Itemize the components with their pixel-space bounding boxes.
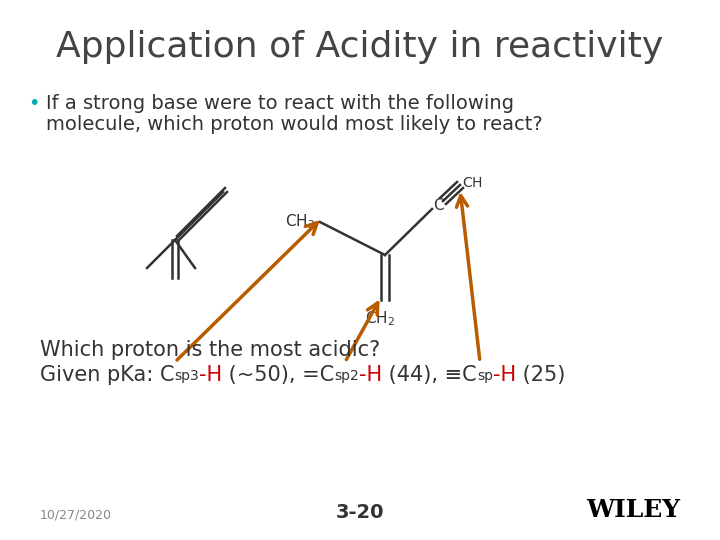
Text: C: C xyxy=(160,365,174,385)
Text: -H: -H xyxy=(493,365,516,385)
Text: 10/27/2020: 10/27/2020 xyxy=(40,509,112,522)
Text: sp3: sp3 xyxy=(174,369,199,383)
Text: $\mathregular{CH_3}$: $\mathregular{CH_3}$ xyxy=(285,213,315,231)
Text: 3-20: 3-20 xyxy=(336,503,384,522)
Text: (44), ≡C: (44), ≡C xyxy=(382,365,477,385)
Text: sp2: sp2 xyxy=(335,369,359,383)
Text: •: • xyxy=(28,94,40,113)
Text: C: C xyxy=(433,198,444,213)
Text: $\mathregular{CH}$: $\mathregular{CH}$ xyxy=(462,176,482,190)
Text: Given pKa:: Given pKa: xyxy=(40,365,160,385)
Text: $\mathregular{CH_2}$: $\mathregular{CH_2}$ xyxy=(365,309,395,328)
Text: If a strong base were to react with the following: If a strong base were to react with the … xyxy=(46,94,514,113)
Text: Which proton is the most acidic?: Which proton is the most acidic? xyxy=(40,340,380,360)
Text: Application of Acidity in reactivity: Application of Acidity in reactivity xyxy=(56,30,664,64)
Text: -H: -H xyxy=(359,365,382,385)
Text: molecule, which proton would most likely to react?: molecule, which proton would most likely… xyxy=(46,115,543,134)
Text: (25): (25) xyxy=(516,365,565,385)
Text: sp: sp xyxy=(477,369,493,383)
Text: WILEY: WILEY xyxy=(586,498,680,522)
Text: (~50), =C: (~50), =C xyxy=(222,365,335,385)
Text: -H: -H xyxy=(199,365,222,385)
